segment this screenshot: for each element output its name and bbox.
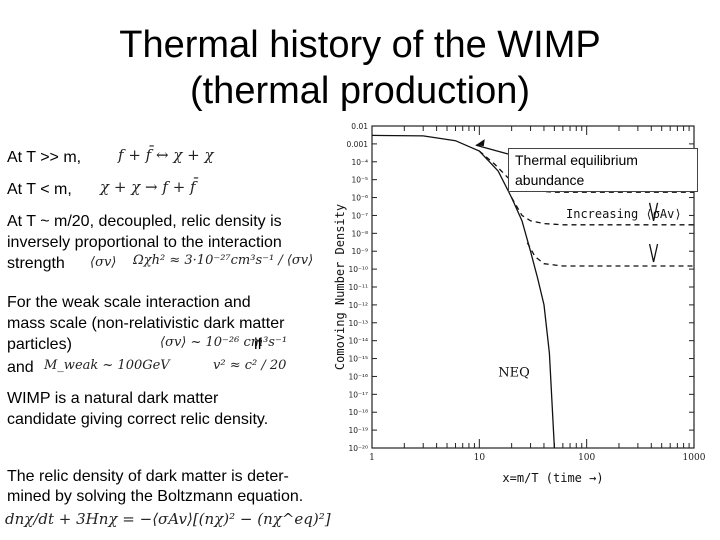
y-tick-label: 10⁻¹⁸ — [348, 408, 368, 417]
y-tick-label: 10⁻⁵ — [351, 176, 368, 185]
y-tick-label: 10⁻¹⁴ — [348, 337, 368, 346]
y-tick-label: 10⁻¹⁵ — [348, 355, 368, 364]
title-line-1: Thermal history of the WIMP — [119, 24, 601, 66]
relic-abundance-chart: 0.01 0.001 10⁻⁴ 10⁻⁵ 10⁻⁶ 10⁻⁷ 10⁻⁸ 10⁻⁹ 10⁻¹⁰ 10… — [333, 122, 705, 485]
thermal-equilibrium-callout: Thermal equilibrium abundance — [508, 148, 698, 192]
title-line-2: (thermal production) — [189, 70, 531, 112]
eq-annihilation-both-ways: f + f̄ ↔ χ + χ — [118, 146, 214, 164]
y-tick-label: 10⁻¹² — [348, 301, 368, 310]
decrease-arrow-2 — [648, 202, 659, 221]
eq-annihilation: χ + χ → f + f̄ — [100, 178, 196, 196]
x-tick-label: 1000 — [683, 453, 705, 463]
boltzmann-text-2: mined by solving the Boltzmann equation. — [7, 488, 304, 505]
line-high-temp: At T >> m, — [7, 149, 82, 166]
wimp-candidate-text-1: WIMP is a natural dark matter — [7, 390, 219, 407]
y-tick-label: 10⁻¹¹ — [348, 283, 368, 292]
y-tick-label: 10⁻¹⁹ — [348, 426, 368, 435]
eq-velocity: v² ≈ c² / 20 — [213, 358, 287, 373]
x-tick-label: 1 — [369, 453, 375, 463]
weak-scale-text-2: mass scale (non-relativistic dark matter — [7, 315, 285, 332]
decoupling-text-3: strength — [7, 255, 65, 272]
y-tick-label: 10⁻¹⁷ — [348, 390, 368, 399]
line-low-temp: At T < m, — [7, 181, 72, 198]
y-tick-label: 10⁻²⁰ — [348, 444, 368, 453]
y-tick-label: 10⁻⁷ — [351, 211, 368, 220]
weak-scale-text-3: particles) — [7, 336, 72, 353]
y-tick-label: 0.01 — [351, 122, 368, 131]
x-tick-label: 100 — [578, 453, 595, 463]
slide-title: Thermal history of the WIMP (thermal pro… — [0, 22, 720, 114]
equilibrium-curve — [371, 134, 556, 449]
callout-arrowhead — [475, 139, 485, 147]
decoupling-text-1: At T ~ m/20, decoupled, relic density is — [7, 213, 282, 230]
wimp-candidate-text-2: candidate giving correct relic density. — [7, 411, 269, 428]
boltzmann-text-1: The relic density of dark matter is dete… — [7, 468, 289, 485]
x-tick-label: 10 — [474, 453, 486, 463]
decrease-arrow-3 — [648, 243, 659, 263]
y-tick-label: 0.001 — [347, 140, 369, 149]
and-word: and — [7, 359, 34, 376]
y-tick-label: 10⁻⁸ — [351, 229, 368, 238]
y-tick-label: 10⁻⁶ — [351, 194, 368, 203]
weak-scale-text-1: For the weak scale interaction and — [7, 294, 251, 311]
y-tick-label: 10⁻⁹ — [351, 247, 368, 256]
eq-sigma-v: ⟨σv⟩ — [90, 255, 117, 270]
chart-y-ticks: 0.01 0.001 10⁻⁴ 10⁻⁵ 10⁻⁶ 10⁻⁷ 10⁻⁸ 10⁻⁹ 10⁻¹⁰ 10… — [347, 122, 694, 453]
y-tick-label: 10⁻¹³ — [348, 319, 368, 328]
chart-x-label: x=m/T (time →) — [502, 471, 603, 485]
increasing-sigma-label: Increasing ⟨σAv⟩ — [566, 207, 682, 221]
chart-x-ticks: 1 10 100 1000 — [369, 126, 705, 463]
neq-label: NEQ — [498, 365, 530, 380]
y-tick-label: 10⁻⁴ — [351, 158, 368, 167]
eq-boltzmann: dnχ/dt + 3Hnχ = −⟨σAv⟩[(nχ)² − (nχ^eq)²] — [5, 510, 331, 528]
callout-pointer — [475, 144, 509, 155]
eq-cross-section: ⟨σv⟩ ~ 10⁻²⁶ cm³s⁻¹ — [160, 335, 288, 350]
decoupling-text-2: inversely proportional to the interactio… — [7, 234, 282, 251]
y-tick-label: 10⁻¹⁰ — [348, 265, 368, 274]
eq-weak-mass: M_weak ~ 100GeV — [44, 358, 170, 373]
freeze-out-curve-3 — [526, 242, 694, 267]
if-word: if — [254, 336, 262, 353]
eq-relic-density: Ωχh² ≈ 3·10⁻²⁷cm³s⁻¹ / ⟨σv⟩ — [133, 253, 314, 268]
y-tick-label: 10⁻¹⁶ — [348, 372, 368, 381]
freeze-out-curve-2 — [511, 197, 694, 226]
chart-y-label: Comoving Number Density — [333, 204, 347, 370]
